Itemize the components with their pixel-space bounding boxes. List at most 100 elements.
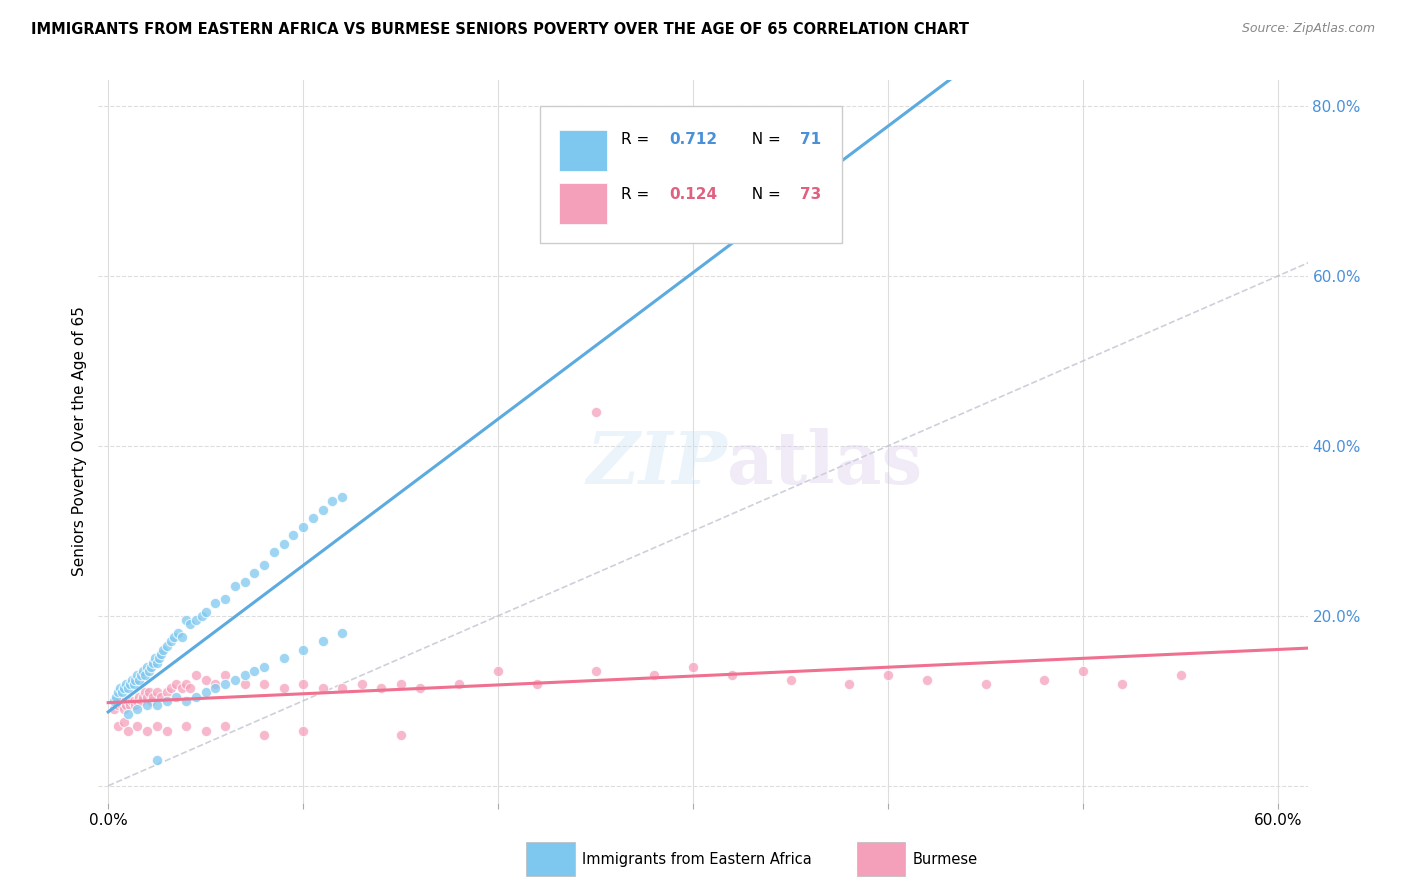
Point: [233, 677, 256, 691]
Point: [214, 668, 236, 682]
Point: [118, 677, 141, 691]
Point: [312, 681, 335, 695]
Point: [142, 656, 165, 670]
Point: [111, 685, 134, 699]
Point: [156, 694, 179, 708]
Point: [146, 753, 169, 767]
Point: [134, 685, 156, 699]
Point: [134, 668, 156, 682]
Point: [156, 639, 179, 653]
Point: [172, 681, 194, 695]
Text: 73: 73: [800, 187, 821, 202]
Point: [138, 685, 160, 699]
Point: [1170, 668, 1192, 682]
Point: [253, 677, 276, 691]
Point: [204, 596, 226, 610]
Point: [682, 660, 704, 674]
Point: [330, 681, 353, 695]
Point: [124, 673, 146, 687]
Text: atlas: atlas: [727, 428, 922, 499]
Point: [152, 642, 174, 657]
Point: [138, 664, 160, 678]
Point: [132, 664, 155, 678]
Text: IMMIGRANTS FROM EASTERN AFRICA VS BURMESE SENIORS POVERTY OVER THE AGE OF 65 COR: IMMIGRANTS FROM EASTERN AFRICA VS BURMES…: [31, 22, 969, 37]
Point: [114, 698, 136, 712]
FancyBboxPatch shape: [540, 105, 842, 243]
Point: [111, 698, 134, 712]
Point: [146, 685, 169, 699]
Point: [350, 677, 373, 691]
Point: [184, 613, 207, 627]
Point: [1071, 664, 1094, 678]
Point: [682, 209, 704, 223]
Text: Immigrants from Eastern Africa: Immigrants from Eastern Africa: [582, 852, 811, 867]
Text: N =: N =: [742, 132, 786, 147]
Point: [108, 681, 131, 695]
Point: [114, 677, 136, 691]
Point: [122, 677, 145, 691]
Point: [370, 681, 392, 695]
Point: [163, 630, 186, 644]
Point: [409, 681, 432, 695]
Text: ZIP: ZIP: [586, 428, 727, 499]
Point: [117, 694, 139, 708]
Point: [838, 677, 860, 691]
Point: [204, 677, 226, 691]
Point: [136, 690, 159, 704]
Point: [233, 574, 256, 589]
Point: [103, 702, 125, 716]
Text: R =: R =: [621, 132, 654, 147]
Point: [156, 723, 179, 738]
Point: [127, 719, 149, 733]
FancyBboxPatch shape: [560, 130, 607, 171]
Point: [779, 673, 801, 687]
Point: [253, 660, 276, 674]
Point: [449, 677, 471, 691]
Point: [585, 664, 607, 678]
Y-axis label: Seniors Poverty Over the Age of 65: Seniors Poverty Over the Age of 65: [72, 307, 87, 576]
Point: [526, 677, 548, 691]
Text: R =: R =: [621, 187, 654, 202]
Point: [877, 668, 900, 682]
Point: [184, 690, 207, 704]
Point: [224, 579, 246, 593]
Point: [312, 634, 335, 648]
Point: [204, 681, 226, 695]
Point: [136, 723, 159, 738]
Text: 71: 71: [800, 132, 821, 147]
Text: Burmese: Burmese: [912, 852, 977, 867]
Point: [643, 668, 665, 682]
Point: [118, 698, 141, 712]
Text: N =: N =: [742, 187, 786, 202]
Point: [107, 719, 129, 733]
Point: [389, 728, 412, 742]
Point: [312, 502, 335, 516]
Point: [121, 673, 143, 687]
FancyBboxPatch shape: [856, 842, 905, 876]
Point: [330, 490, 353, 504]
Point: [273, 681, 295, 695]
Point: [149, 690, 172, 704]
Point: [974, 677, 997, 691]
Point: [172, 630, 194, 644]
Point: [146, 656, 169, 670]
Point: [330, 625, 353, 640]
Point: [132, 690, 155, 704]
Point: [273, 651, 295, 665]
Point: [167, 625, 190, 640]
Point: [721, 668, 744, 682]
Point: [159, 681, 181, 695]
Point: [224, 673, 246, 687]
Point: [112, 714, 135, 729]
Point: [117, 723, 139, 738]
Point: [273, 536, 295, 550]
Text: 0.124: 0.124: [669, 187, 717, 202]
Point: [292, 677, 315, 691]
FancyBboxPatch shape: [526, 842, 575, 876]
Point: [165, 677, 187, 691]
Point: [142, 690, 165, 704]
Point: [117, 706, 139, 721]
Point: [139, 694, 162, 708]
Point: [283, 528, 305, 542]
Point: [585, 405, 607, 419]
